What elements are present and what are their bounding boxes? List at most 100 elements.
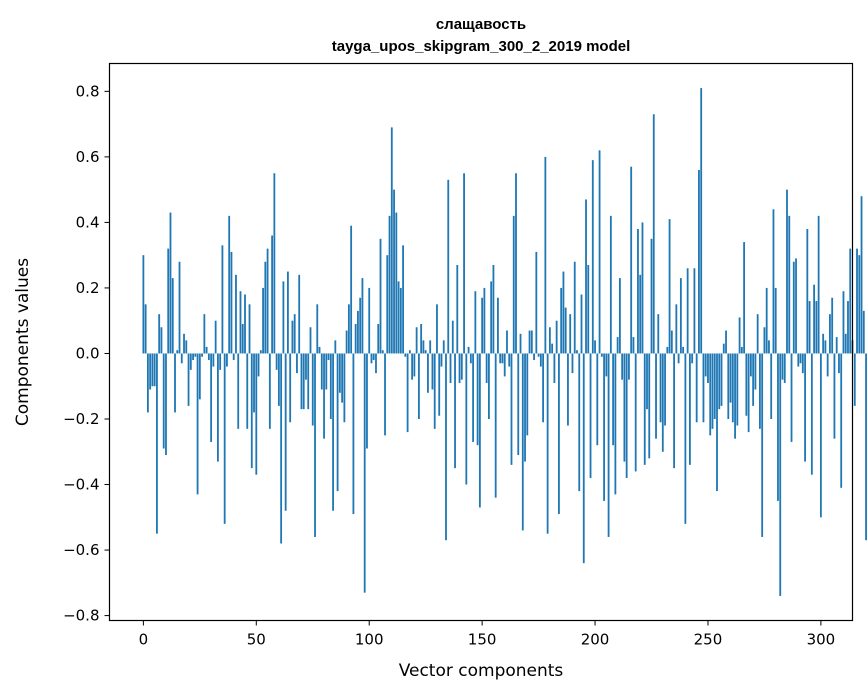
- bar-component-72: [305, 353, 307, 380]
- bar-component-28: [205, 346, 208, 354]
- bar-component-1: [144, 304, 147, 354]
- bar-component-243: [691, 353, 694, 364]
- bar-component-211: [618, 278, 621, 354]
- bar-component-151: [483, 287, 486, 354]
- bar-component-124: [422, 340, 425, 354]
- bar-component-275: [763, 327, 766, 354]
- bar-component-75: [311, 353, 314, 426]
- bar-component-22: [192, 353, 194, 361]
- bar-component-87: [338, 353, 341, 393]
- bar-component-26: [201, 353, 203, 357]
- bar-component-256: [720, 353, 723, 406]
- y-axis-ticks: −0.8 −0.6 −0.4 −0.2 0.0 0.2 0.4 0.6 0.8: [63, 82, 110, 625]
- bar-component-131: [438, 353, 441, 416]
- bar-component-39: [230, 251, 233, 354]
- bar-component-36: [223, 353, 226, 524]
- bar-component-171: [528, 330, 531, 354]
- bar-component-181: [551, 343, 554, 354]
- bar-component-49: [253, 353, 255, 413]
- bar-component-91: [347, 304, 350, 354]
- plot-area-frame: [108, 62, 854, 622]
- bar-component-202: [598, 150, 601, 354]
- bar-component-317: [858, 255, 861, 354]
- bar-component-189: [569, 314, 572, 354]
- bar-component-120: [413, 353, 416, 377]
- bar-component-297: [813, 284, 816, 354]
- bar-component-218: [634, 353, 637, 472]
- bar-component-265: [740, 346, 743, 354]
- bar-component-69: [298, 274, 301, 354]
- bar-component-162: [508, 353, 511, 367]
- bar-component-199: [591, 160, 594, 354]
- bar-component-139: [456, 265, 459, 354]
- x-tick-label: 200: [581, 631, 610, 649]
- bar-component-298: [815, 301, 818, 354]
- bar-component-27: [203, 314, 206, 354]
- bar-component-50: [255, 353, 258, 475]
- bar-component-217: [632, 337, 635, 354]
- bar-component-192: [576, 350, 578, 354]
- bar-component-226: [652, 114, 655, 354]
- bar-component-113: [397, 281, 400, 354]
- bar-component-196: [585, 199, 587, 354]
- bar-component-191: [573, 261, 576, 354]
- bar-component-80: [323, 353, 325, 439]
- bar-component-122: [417, 353, 420, 419]
- bar-component-123: [420, 323, 423, 354]
- bar-component-270: [752, 353, 755, 406]
- bar-component-245: [695, 353, 698, 423]
- bar-component-224: [648, 353, 651, 459]
- bar-component-76: [314, 353, 316, 537]
- bar-component-261: [731, 353, 734, 423]
- bar-component-153: [488, 353, 490, 419]
- bar-component-311: [844, 333, 847, 354]
- bar-component-228: [657, 314, 660, 354]
- y-tick-label: 0.2: [76, 279, 100, 297]
- bar-component-293: [804, 353, 806, 462]
- bar-component-200: [594, 340, 596, 354]
- bar-component-255: [718, 353, 721, 410]
- bar-component-262: [734, 353, 736, 439]
- bar-component-37: [226, 353, 228, 367]
- bar-component-29: [207, 353, 210, 361]
- bar-component-130: [436, 304, 438, 354]
- bar-component-248: [702, 353, 705, 423]
- bar-component-53: [262, 287, 264, 354]
- bar-component-14: [174, 353, 176, 413]
- bar-component-271: [754, 353, 757, 390]
- bar-component-150: [481, 297, 484, 354]
- x-tick-label: 50: [247, 631, 266, 649]
- bar-component-77: [316, 304, 319, 354]
- bar-component-203: [600, 353, 603, 357]
- bar-component-257: [722, 343, 725, 354]
- bar-component-208: [612, 353, 615, 446]
- bar-component-266: [743, 242, 746, 354]
- bar-component-129: [433, 353, 436, 429]
- bar-component-40: [232, 353, 235, 361]
- bar-component-216: [630, 166, 633, 354]
- bar-component-268: [747, 353, 750, 433]
- bar-component-185: [560, 287, 563, 354]
- bar-component-206: [607, 353, 610, 537]
- bar-component-83: [329, 353, 332, 419]
- bar-component-79: [320, 353, 323, 390]
- bar-component-304: [829, 314, 831, 354]
- bar-component-169: [524, 353, 526, 462]
- bar-component-251: [709, 353, 712, 436]
- bar-component-97: [361, 278, 364, 354]
- bar-component-102: [372, 353, 375, 361]
- bar-component-204: [603, 353, 605, 501]
- bar-component-7: [158, 314, 161, 354]
- bar-component-154: [490, 281, 493, 354]
- bar-component-223: [646, 353, 648, 410]
- bar-component-155: [492, 265, 495, 354]
- bar-component-214: [625, 353, 628, 478]
- bar-component-64: [287, 271, 289, 354]
- bar-component-147: [474, 291, 477, 354]
- bar-component-19: [185, 340, 188, 354]
- bar-component-238: [679, 278, 682, 354]
- bar-component-309: [840, 353, 843, 488]
- bar-component-25: [198, 353, 201, 400]
- bar-component-104: [377, 323, 380, 354]
